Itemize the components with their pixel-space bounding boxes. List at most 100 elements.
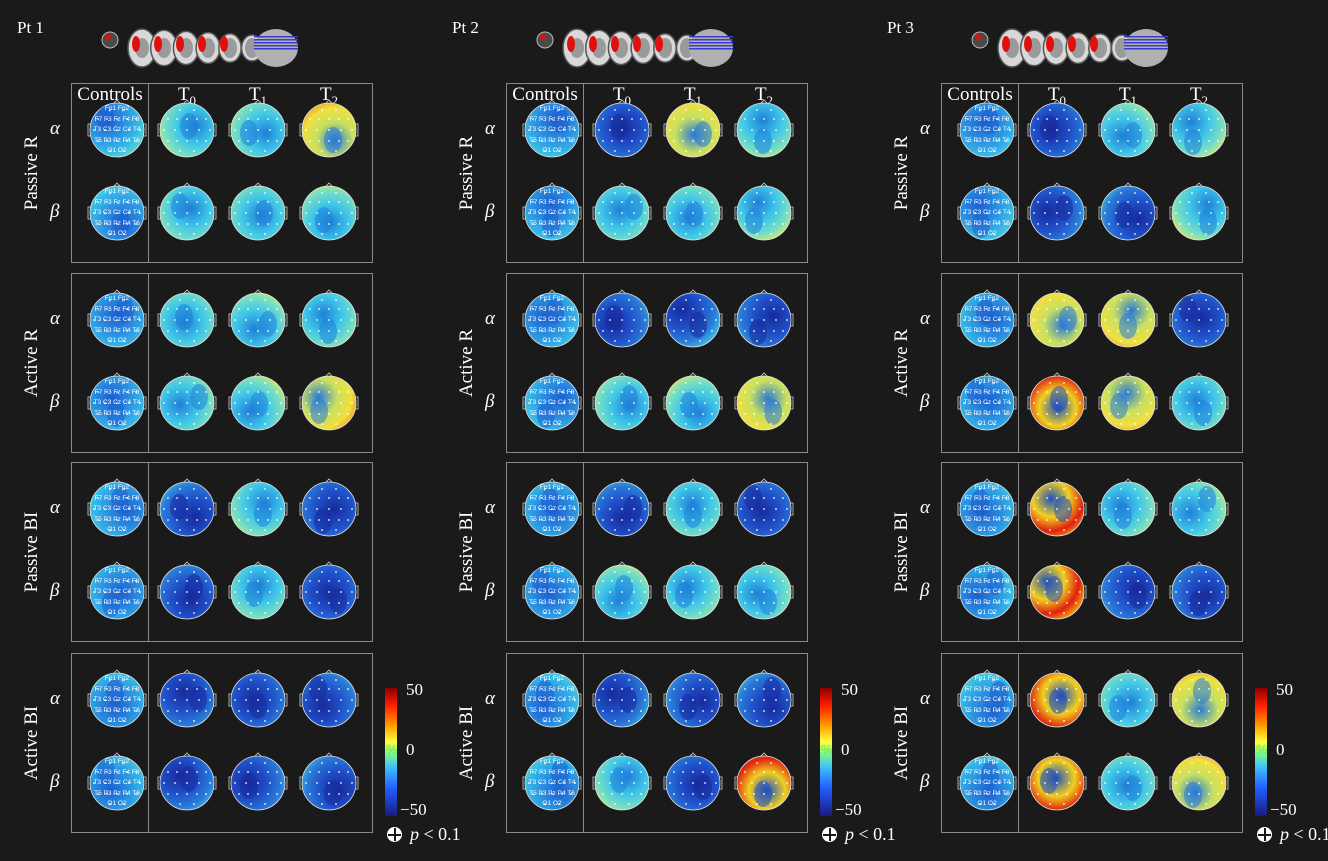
topomap [1098,752,1158,812]
topomap [157,372,217,432]
electrode-row: T3 C3 Cz C4 T4 [93,588,141,595]
topomap-head [157,561,217,620]
electrode-row: T5 P3 Pz P4 T6 [964,789,1010,797]
electrode-row: O1 O2 [977,230,997,237]
column-header-t1: T1 [248,84,268,108]
topomap-head [734,561,794,620]
topomap [299,478,359,538]
topomap-head [1098,478,1158,537]
controls-divider [583,273,584,453]
topomap [1169,372,1229,432]
topomap-head [522,561,582,620]
electrode-row: T3 C3 Cz C4 T4 [963,588,1011,595]
topomap-head [1098,289,1158,348]
band-label-beta: β [920,580,930,601]
column-header-t0: T0 [177,84,197,108]
electrode-row: T5 P3 Pz P4 T6 [94,326,140,334]
electrode-labels: Fp1 Fp2 F7 F3 Fz F4 F8 T3 C3 Cz C4 T4 T5 P3… [522,674,582,727]
topomap-head [1098,182,1158,241]
band-label-beta: β [920,201,930,222]
topomap [592,669,652,729]
band-label-alpha: α [920,688,930,709]
condition-panel [71,653,373,833]
topomap-head [1169,289,1229,348]
electrode-row: F7 F3 Fz F4 F8 [94,305,140,313]
topomap [957,669,1017,729]
electrode-row: T3 C3 Cz C4 T4 [528,399,576,406]
topomap [157,182,217,242]
electrode-row: T3 C3 Cz C4 T4 [93,126,141,133]
band-label-beta: β [485,771,495,792]
electrode-row: Fp1 Fp2 [539,675,565,682]
topomap-head [299,182,359,241]
topomap [1027,182,1087,242]
column-header-controls: Controls [947,84,1013,105]
electrode-labels: Fp1 Fp2 F7 F3 Fz F4 F8 T3 C3 Cz C4 T4 T5 P3… [87,294,147,347]
significance-marker-icon [1257,827,1272,842]
topomap-head [957,289,1017,348]
topomap [957,372,1017,432]
condition-panel [506,653,808,833]
controls-divider [148,273,149,453]
topomap [522,561,582,621]
electrode-row: T5 P3 Pz P4 T6 [94,409,140,417]
band-label-alpha: α [920,118,930,139]
electrode-row: O1 O2 [107,147,127,154]
electrode-row: F7 F3 Fz F4 F8 [94,388,140,396]
band-label-alpha: α [485,118,495,139]
topomap [592,99,652,159]
electrode-row: F7 F3 Fz F4 F8 [94,494,140,502]
topomap [87,478,147,538]
topomap [663,478,723,538]
controls-divider [583,462,584,642]
electrode-row: F7 F3 Fz F4 F8 [964,494,1010,502]
condition-panel [71,83,373,263]
topomap-head [299,289,359,348]
topomap-head [1169,478,1229,537]
topomap-head [734,99,794,158]
electrode-row: O1 O2 [977,420,997,427]
topomap [663,752,723,812]
significance-legend: p < 0.1 [410,824,461,844]
electrode-row: Fp1 Fp2 [539,567,565,574]
topomap-head [663,182,723,241]
band-label-alpha: α [485,497,495,518]
colorbar-tick-mid: 0 [841,740,850,759]
electrode-labels: Fp1 Fp2 F7 F3 Fz F4 F8 T3 C3 Cz C4 T4 T5 P3… [522,566,582,619]
electrode-row: Fp1 Fp2 [974,484,1000,491]
condition-label: Active BI [891,705,912,781]
electrode-labels: Fp1 Fp2 F7 F3 Fz F4 F8 T3 C3 Cz C4 T4 T5 P3… [957,104,1017,157]
condition-panel [506,273,808,453]
electrode-row: T3 C3 Cz C4 T4 [528,126,576,133]
electrode-row: O1 O2 [977,147,997,154]
topomap-head [663,561,723,620]
controls-divider [1018,653,1019,833]
topomap-head [1098,752,1158,811]
electrode-labels: Fp1 Fp2 F7 F3 Fz F4 F8 T3 C3 Cz C4 T4 T5 P3… [87,483,147,536]
topomap-head [228,561,288,620]
topomap-head [157,372,217,431]
topomap-head [1027,99,1087,158]
electrode-row: O1 O2 [542,609,562,616]
topomap-head [1027,289,1087,348]
topomap-head [663,752,723,811]
topomap-head [1169,99,1229,158]
colorbar-tick-max: 50 [841,680,858,699]
band-label-beta: β [50,771,60,792]
controls-divider [583,653,584,833]
controls-divider [148,462,149,642]
electrode-row: Fp1 Fp2 [974,567,1000,574]
electrode-row: T3 C3 Cz C4 T4 [963,399,1011,406]
band-label-beta: β [485,391,495,412]
electrode-row: O1 O2 [977,609,997,616]
electrode-row: T3 C3 Cz C4 T4 [528,505,576,512]
topomap [228,478,288,538]
electrode-row: Fp1 Fp2 [974,378,1000,385]
topomap-head [299,478,359,537]
topomap [522,182,582,242]
condition-label: Passive BI [456,511,477,593]
topomap-head [1098,99,1158,158]
brain-slices [100,26,300,72]
topomap-head [299,561,359,620]
electrode-row: T3 C3 Cz C4 T4 [528,779,576,786]
